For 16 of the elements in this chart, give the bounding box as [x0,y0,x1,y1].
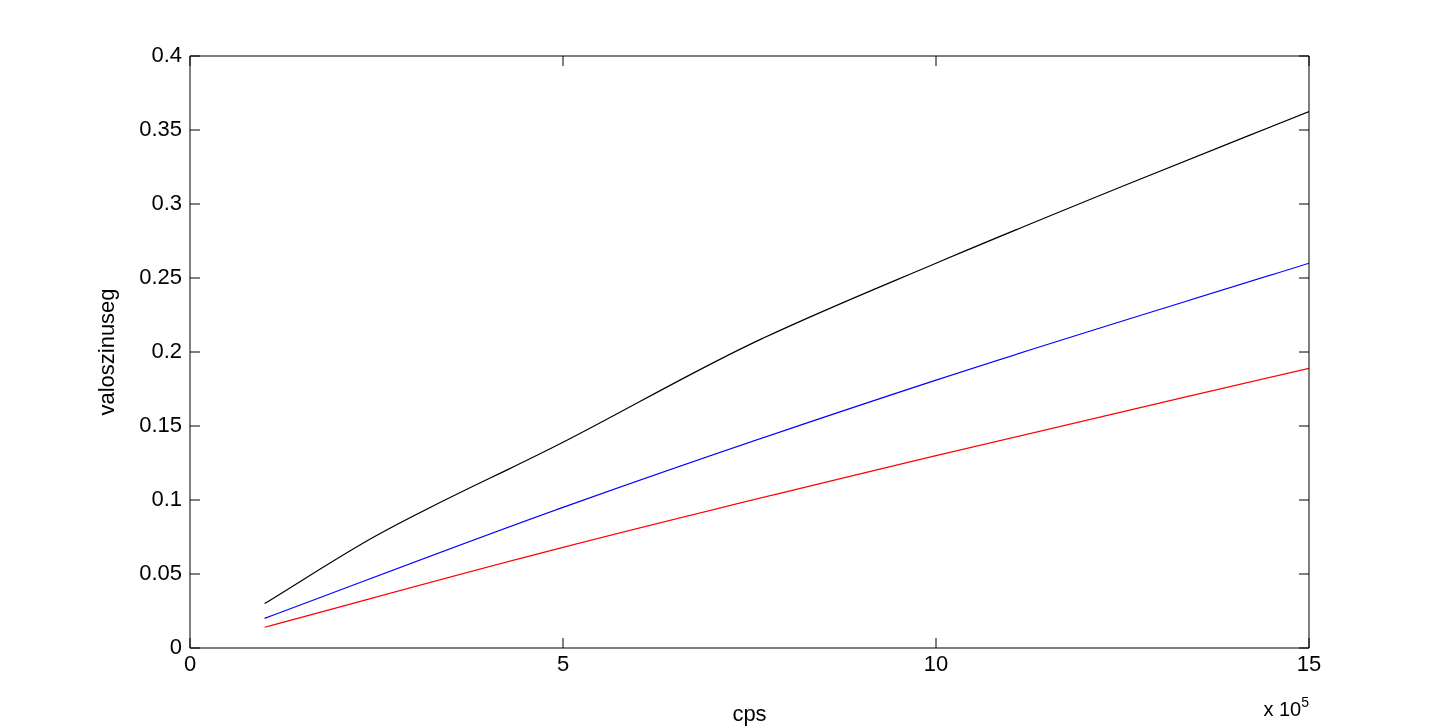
x-tick-label: 10 [923,651,949,677]
x-tick-label: 5 [556,651,570,677]
y-tick-label: 0.2 [151,338,182,364]
x-axis-title: cps [732,700,767,726]
line-series [264,367,1309,628]
y-tick-label: 0.35 [139,116,182,142]
y-axis-title: valoszinuseg [94,288,120,416]
x-tick-label: 15 [1296,651,1322,677]
y-tick-label: 0.1 [151,486,182,512]
y-tick-label: 0 [169,634,182,660]
y-tick-label: 0.3 [151,190,182,216]
y-tick-label: 0.4 [151,42,182,68]
y-tick-label: 0.05 [139,560,182,586]
line-series [264,262,1309,619]
y-tick-label: 0.15 [139,412,182,438]
y-tick-label: 0.25 [139,264,182,290]
